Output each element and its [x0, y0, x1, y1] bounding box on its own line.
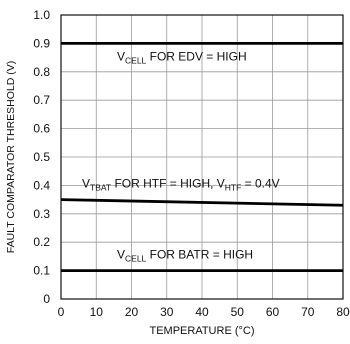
x-tick-label: 60	[266, 305, 280, 319]
plot-frame	[60, 14, 344, 300]
x-tick-label: 10	[90, 305, 104, 319]
series-lines	[60, 42, 344, 273]
y-tick-label: 0.1	[33, 264, 50, 278]
series-label-1: VCELL FOR EDV = HIGH	[117, 49, 247, 65]
y-tick-label: 0.6	[33, 122, 50, 136]
x-tick-label: 0	[58, 305, 65, 319]
y-tick-label: 0	[43, 292, 50, 306]
x-tick-label: 50	[231, 305, 245, 319]
y-tick-label: 0.8	[33, 65, 50, 79]
y-tick-label: 0.4	[33, 178, 50, 192]
y-axis-label: FAULT COMPARATOR THRESHOLD (V)	[5, 61, 17, 254]
axes	[60, 14, 344, 300]
y-tick-label: 1.0	[33, 8, 50, 22]
y-tick-label: 0.7	[33, 93, 50, 107]
x-tick-label: 40	[195, 305, 209, 319]
x-tick-label: 80	[336, 305, 350, 319]
series-labels: VCELL FOR EDV = HIGH VTBAT FOR HTF = HIGH…	[82, 49, 280, 263]
tick-labels: 0 10 20 30 40 50 60 70 80 0 0.1 0.2 0.3 0.4 0.5 0.6 0.7 0…	[33, 8, 350, 319]
series-line-2	[60, 198, 344, 207]
x-tick-label: 20	[125, 305, 139, 319]
series-label-3: VCELL FOR BATR = HIGH	[117, 248, 253, 264]
x-tick-label: 30	[160, 305, 174, 319]
x-tick-label: 70	[301, 305, 315, 319]
y-tick-label: 0.3	[33, 207, 50, 221]
series-label-2: VTBAT FOR HTF = HIGH, VHTF = 0.4V	[82, 177, 280, 193]
y-tick-label: 0.5	[33, 150, 50, 164]
y-tick-label: 0.2	[33, 235, 50, 249]
y-tick-label: 0.9	[33, 36, 50, 50]
x-axis-label: TEMPERATURE (°C)	[149, 325, 254, 337]
